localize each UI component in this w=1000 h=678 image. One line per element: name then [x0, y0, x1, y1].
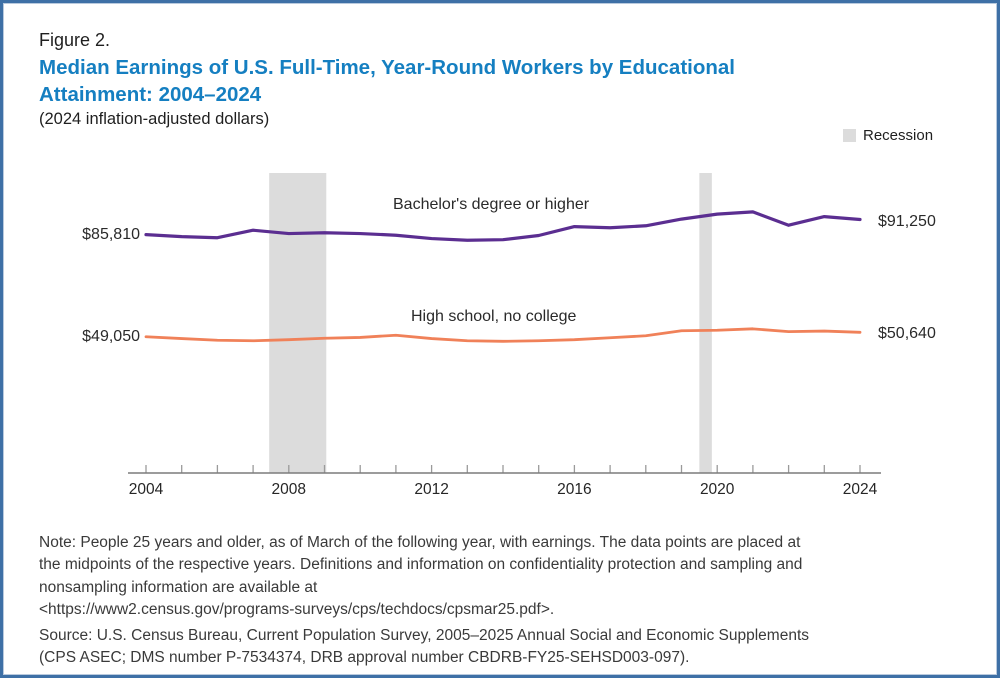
- x-axis-tick-label: 2012: [414, 481, 449, 498]
- x-axis-tick-label: 2024: [842, 481, 878, 498]
- value-label-high-school-2004: $49,050: [82, 327, 140, 345]
- source-text: Source: U.S. Census Bureau, Current Popu…: [39, 625, 974, 670]
- figure-title-line: Attainment: 2004–2024: [39, 83, 262, 106]
- figure-label: Figure 2.: [39, 30, 111, 50]
- source-line: (CPS ASEC; DMS number P-7534374, DRB app…: [39, 649, 690, 667]
- figure-title-line: Median Earnings of U.S. Full-Time, Year-…: [39, 56, 735, 79]
- source-line: Source: U.S. Census Bureau, Current Popu…: [39, 626, 810, 644]
- notes-block: Note: People 25 years and older, as of M…: [39, 532, 974, 669]
- line-bachelors-degree: [144, 210, 862, 242]
- recession-band: [699, 173, 712, 473]
- recession-legend-label: Recession: [863, 127, 934, 144]
- note-line: Note: People 25 years and older, as of M…: [39, 534, 801, 551]
- line-high-school: [144, 327, 862, 343]
- value-label-bachelors-2004: $85,810: [82, 225, 140, 243]
- x-axis-tick-label: 2020: [699, 481, 735, 498]
- recession-legend-swatch-icon: [843, 129, 856, 142]
- chart-area: Bachelor's degree or higher High school,…: [3, 163, 997, 513]
- note-line: nonsampling information are available at: [39, 578, 318, 596]
- note-text: Note: People 25 years and older, as of M…: [39, 532, 974, 622]
- note-line: the midpoints of the respective years. D…: [39, 556, 803, 574]
- value-label-high-school-2024: $50,640: [878, 325, 936, 343]
- value-label-bachelors-2024: $91,250: [878, 212, 936, 230]
- recession-bands: [269, 173, 712, 473]
- series-label-high-school: High school, no college: [411, 308, 577, 325]
- figure-subtitle: (2024 inflation-adjusted dollars): [39, 110, 270, 128]
- recession-legend: Recession: [843, 127, 933, 144]
- x-axis-tick-label: 2004: [128, 481, 164, 498]
- x-axis-tick-label: 2016: [557, 481, 592, 498]
- figure-title: Median Earnings of U.S. Full-Time, Year-…: [39, 54, 939, 108]
- note-line: <https://www2.census.gov/programs-survey…: [39, 601, 555, 619]
- x-axis-tick-label: 2008: [271, 481, 307, 498]
- recession-band: [269, 173, 327, 473]
- series-label-bachelors-degree: Bachelor's degree or higher: [393, 196, 590, 213]
- x-axis-ticks: [145, 465, 861, 473]
- plot-svg: [128, 173, 881, 474]
